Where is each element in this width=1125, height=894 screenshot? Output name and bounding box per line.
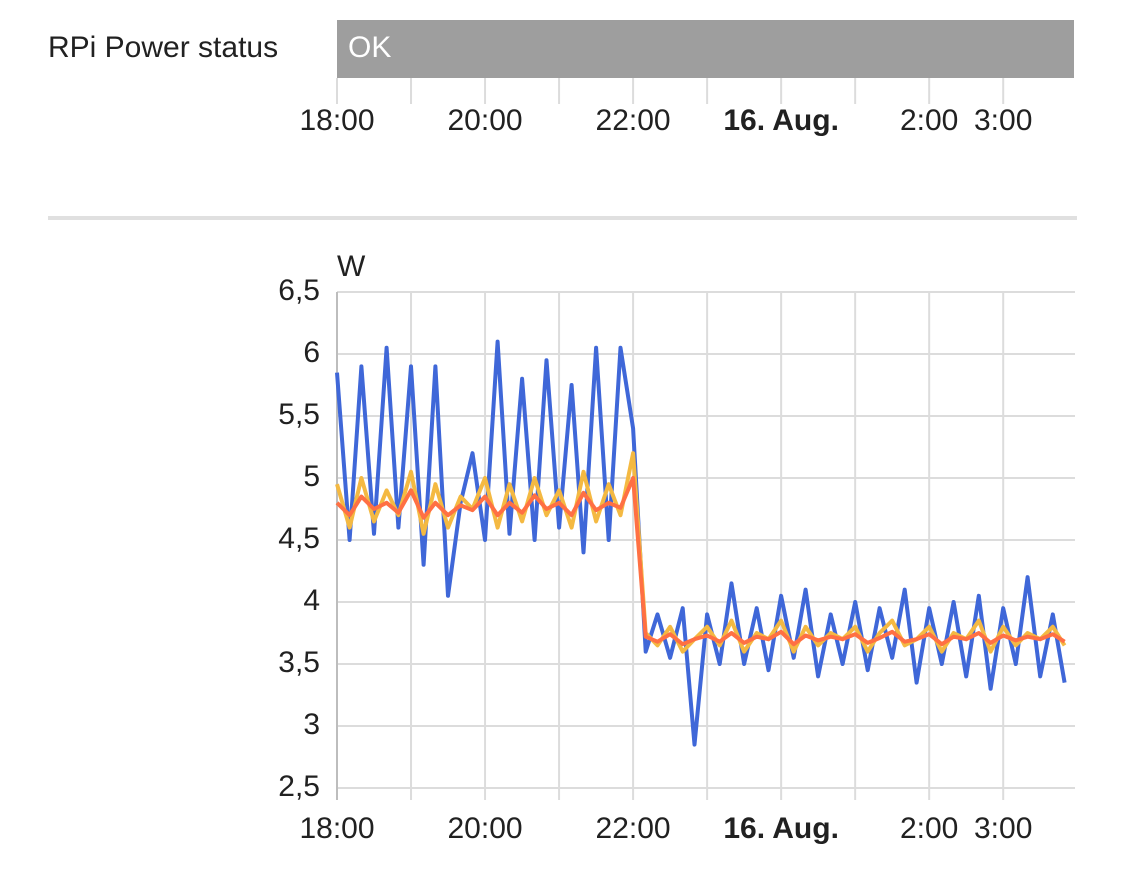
timeline-tick-label: 20:00: [448, 104, 523, 137]
series-line: [335, 339, 1067, 747]
timeline-tick-label: 3:00: [974, 104, 1032, 137]
y-tick-label: 3,5: [278, 646, 320, 679]
y-tick-label: 6: [303, 336, 320, 369]
timeline-tick-label: 18:00: [299, 104, 374, 137]
y-unit: W: [337, 250, 366, 283]
timeline-tick-label: 2:00: [900, 104, 958, 137]
x-tick-label: 2:00: [900, 812, 958, 845]
timeline-tick-label: 16. Aug.: [723, 104, 839, 137]
y-tick-label: 5: [303, 460, 320, 493]
x-tick-label: 20:00: [448, 812, 523, 845]
state-label: OK: [348, 31, 391, 64]
timeline-tick-label: 22:00: [596, 104, 671, 137]
y-tick-label: 5,5: [278, 398, 320, 431]
x-tick-label: 3:00: [974, 812, 1032, 845]
series-line: [335, 451, 1067, 654]
state-bar[interactable]: [337, 20, 1074, 78]
series-line: [335, 476, 1066, 647]
y-tick-label: 3: [303, 708, 320, 741]
x-tick-label: 16. Aug.: [723, 812, 839, 845]
y-tick-label: 4: [303, 584, 320, 617]
x-tick-label: 22:00: [596, 812, 671, 845]
x-tick-label: 18:00: [299, 812, 374, 845]
y-tick-label: 4,5: [278, 522, 320, 555]
y-tick-label: 6,5: [278, 274, 320, 307]
y-tick-label: 2,5: [278, 770, 320, 803]
timeline-label: RPi Power status: [48, 31, 278, 64]
